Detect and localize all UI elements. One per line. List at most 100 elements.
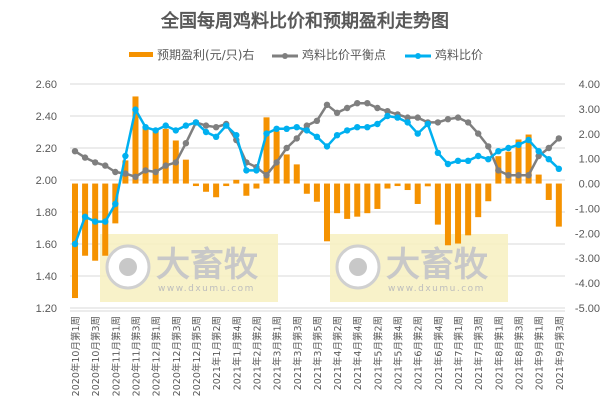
ratio-point (132, 106, 139, 113)
right-tick-label: 4.00 (579, 79, 600, 91)
right-tick-label: -2.00 (575, 228, 600, 240)
profit-bar (384, 183, 391, 189)
breakeven-point (515, 172, 522, 179)
breakeven-point (374, 104, 381, 112)
x-tick-label: 2021年4月第2周 (332, 316, 344, 390)
breakeven-point (364, 100, 371, 107)
left-tick-label: 2.40 (36, 111, 57, 123)
breakeven-point (464, 119, 472, 126)
ratio-point (71, 240, 79, 248)
x-tick-label: 2021年7月第3周 (473, 316, 485, 390)
breakeven-point (525, 172, 532, 179)
ratio-point (263, 130, 270, 137)
ratio-point (182, 122, 190, 129)
profit-bar (535, 174, 542, 184)
legend-label-breakeven: 鸡料比价平衡点 (302, 47, 386, 62)
x-tick-label: 2020年12月第3周 (171, 316, 183, 396)
breakeven-point (263, 172, 270, 179)
left-tick-label: 1.80 (36, 207, 57, 219)
ratio-point (434, 149, 442, 156)
right-tick-label: 2.00 (579, 129, 600, 141)
profit-bar (142, 127, 149, 184)
breakeven-point (444, 116, 452, 123)
ratio-point (81, 213, 89, 220)
profit-bar (465, 183, 472, 236)
left-axis: 1.20 1.40 1.60 1.80 2.00 2.20 2.40 2.60 (36, 79, 57, 315)
profit-bar (404, 183, 411, 191)
left-tick-label: 2.20 (36, 143, 57, 155)
watermark-url: www.dxumu.com (158, 284, 255, 294)
x-tick-label: 2021年5月第4周 (393, 316, 405, 390)
x-tick-label: 2020年11月第3周 (130, 316, 142, 396)
ratio-point (515, 141, 522, 148)
profit-bar (485, 183, 492, 202)
profit-bar (414, 183, 421, 204)
x-tick-label: 2021年7月第1周 (453, 316, 465, 390)
breakeven-point (555, 135, 563, 142)
profit-bar (182, 159, 189, 184)
breakeven-point (132, 173, 139, 180)
ratio-point (505, 144, 512, 152)
breakeven-point (152, 168, 159, 176)
ratio-point (404, 119, 411, 126)
profit-bar (344, 183, 351, 219)
legend: 预期盈利(元/只)右 鸡料比价平衡点 鸡料比价 (129, 47, 483, 62)
breakeven-point (172, 159, 179, 166)
legend-swatch-profit (129, 52, 153, 57)
profit-bar (324, 183, 330, 242)
left-tick-label: 1.60 (36, 239, 57, 251)
ratio-point (303, 127, 311, 134)
ratio-point (323, 143, 331, 150)
breakeven-point (414, 114, 421, 121)
ratio-point (243, 167, 250, 174)
profit-bar (455, 183, 462, 244)
breakeven-point (354, 100, 361, 107)
ratio-point (172, 127, 179, 134)
breakeven-point (343, 104, 351, 112)
ratio-point (394, 114, 401, 121)
right-axis: -5.00 -4.00 -3.00 -2.00 -1.00 0.00 1.00 2.00 3.0… (575, 79, 600, 315)
x-tick-label: 2021年3月第1周 (272, 316, 284, 390)
x-tick-label: 2021年4月第4周 (352, 316, 364, 390)
profit-bar (434, 183, 441, 225)
x-tick-label: 2021年2月第2周 (251, 316, 263, 390)
breakeven-point (303, 122, 311, 129)
breakeven-point (122, 170, 129, 177)
profit-bar (283, 154, 290, 184)
profit-bar (515, 139, 522, 184)
breakeven-point (112, 168, 119, 176)
right-tick-label: 0.00 (579, 179, 600, 191)
x-tick-label: 2020年11月第1周 (110, 316, 122, 396)
profit-bar (273, 131, 280, 184)
ratio-point (333, 132, 341, 139)
profit-bar (192, 183, 199, 187)
profit-bar (213, 183, 220, 198)
ratio-point (444, 160, 452, 168)
breakeven-point (162, 162, 169, 169)
x-tick-label: 2021年9月第3周 (554, 316, 566, 390)
ratio-point (354, 124, 361, 131)
left-tick-label: 1.20 (36, 303, 57, 315)
breakeven-point (273, 159, 280, 166)
profit-bar (203, 183, 210, 192)
ratio-point (384, 112, 391, 120)
ratio-point (142, 124, 149, 131)
x-tick-label: 2020年12月第5周 (191, 316, 203, 396)
ratio-point (475, 152, 482, 160)
x-tick-label: 2020年10月第1周 (70, 316, 82, 396)
profit-bar (233, 179, 240, 184)
legend-marker-breakeven (282, 53, 288, 59)
ratio-point (464, 157, 472, 164)
ratio-point (495, 148, 502, 155)
profit-bar (313, 183, 320, 202)
x-tick-label: 2021年3月第5周 (312, 316, 324, 390)
profit-bar (223, 183, 230, 187)
breakeven-point (475, 130, 482, 137)
profit-bar (505, 151, 512, 184)
profit-bar (394, 183, 401, 187)
ratio-point (555, 165, 563, 172)
breakeven-point (202, 122, 210, 129)
profit-bar (162, 128, 169, 184)
right-tick-label: -5.00 (575, 303, 600, 315)
ratio-point (293, 124, 300, 131)
